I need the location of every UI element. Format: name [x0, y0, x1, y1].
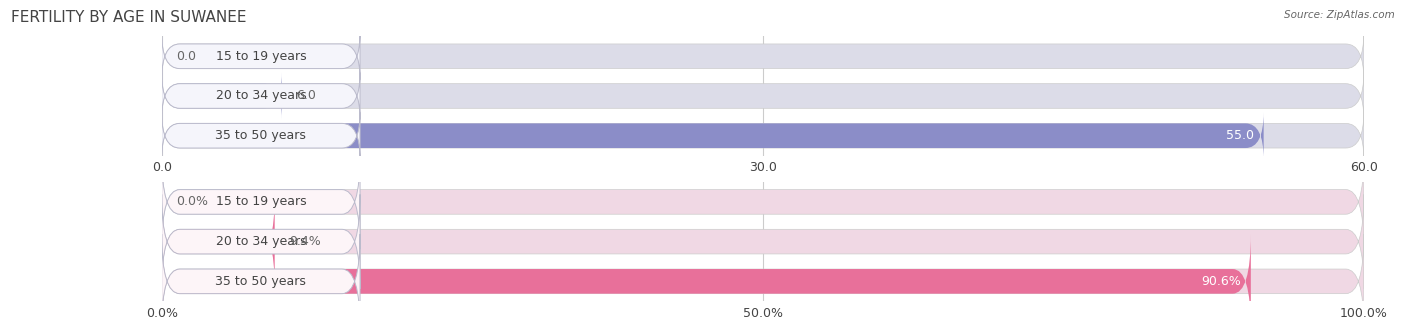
FancyBboxPatch shape: [162, 72, 360, 119]
FancyBboxPatch shape: [162, 72, 1364, 119]
FancyBboxPatch shape: [162, 112, 360, 159]
FancyBboxPatch shape: [162, 234, 1364, 329]
Text: 0.0: 0.0: [176, 50, 195, 63]
FancyBboxPatch shape: [162, 112, 1264, 159]
FancyBboxPatch shape: [162, 194, 360, 289]
Text: 6.0: 6.0: [297, 89, 316, 103]
Text: 35 to 50 years: 35 to 50 years: [215, 275, 307, 288]
Text: 20 to 34 years: 20 to 34 years: [215, 89, 307, 103]
Text: 0.0%: 0.0%: [176, 195, 208, 209]
FancyBboxPatch shape: [162, 155, 360, 249]
FancyBboxPatch shape: [162, 234, 1251, 329]
Text: 55.0: 55.0: [1226, 129, 1254, 142]
Text: 15 to 19 years: 15 to 19 years: [215, 195, 307, 209]
Text: 9.4%: 9.4%: [290, 235, 321, 248]
FancyBboxPatch shape: [162, 194, 274, 289]
FancyBboxPatch shape: [162, 72, 281, 119]
FancyBboxPatch shape: [162, 194, 1364, 289]
Text: 20 to 34 years: 20 to 34 years: [215, 235, 307, 248]
FancyBboxPatch shape: [162, 33, 360, 80]
Text: 35 to 50 years: 35 to 50 years: [215, 129, 307, 142]
FancyBboxPatch shape: [162, 234, 360, 329]
FancyBboxPatch shape: [162, 112, 1364, 159]
Text: FERTILITY BY AGE IN SUWANEE: FERTILITY BY AGE IN SUWANEE: [11, 10, 246, 25]
FancyBboxPatch shape: [162, 155, 1364, 249]
Text: Source: ZipAtlas.com: Source: ZipAtlas.com: [1284, 10, 1395, 20]
Text: 90.6%: 90.6%: [1202, 275, 1241, 288]
FancyBboxPatch shape: [162, 33, 1364, 80]
Text: 15 to 19 years: 15 to 19 years: [215, 50, 307, 63]
